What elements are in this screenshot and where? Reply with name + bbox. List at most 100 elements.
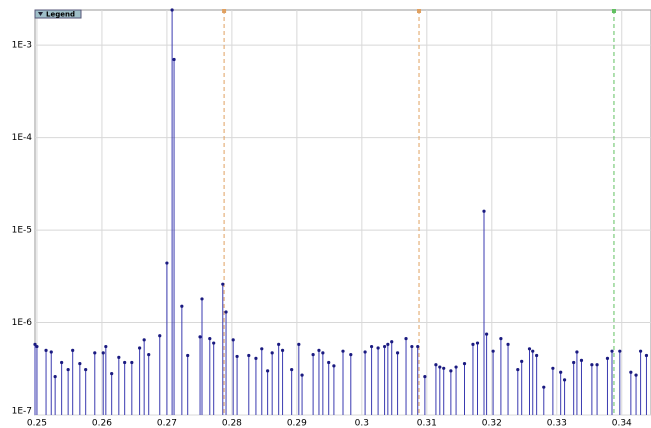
stem-marker xyxy=(404,337,408,341)
x-tick-label: 0.26 xyxy=(92,419,112,428)
stem-marker xyxy=(639,349,643,353)
marker-handle xyxy=(611,9,616,13)
stem-marker xyxy=(300,373,304,377)
stem-marker xyxy=(579,358,584,362)
stem-marker xyxy=(610,349,614,353)
plot-area xyxy=(34,9,651,416)
stem-marker xyxy=(247,353,251,358)
x-tick-label: 0.34 xyxy=(612,419,632,428)
stem-marker xyxy=(349,353,353,357)
stem-marker xyxy=(200,297,204,301)
stem-marker xyxy=(221,282,225,286)
x-tick-label: 0.27 xyxy=(157,419,177,428)
stem-marker xyxy=(254,356,258,360)
stem-marker xyxy=(297,342,301,347)
stem-marker xyxy=(49,350,53,354)
stem-marker xyxy=(572,360,576,365)
stem-marker xyxy=(198,335,202,339)
stem-marker xyxy=(376,346,380,350)
stem-marker xyxy=(260,347,264,351)
stem-marker xyxy=(224,310,228,314)
x-tick-label: 0.28 xyxy=(222,419,242,428)
stem-marker xyxy=(186,353,190,358)
stem-marker xyxy=(158,334,162,338)
stem-marker xyxy=(369,344,374,349)
stem-marker xyxy=(475,341,480,345)
stem-marker xyxy=(212,341,216,345)
stem-marker xyxy=(147,353,151,357)
stem-marker xyxy=(390,340,394,344)
stem-marker xyxy=(165,261,169,265)
stem-marker xyxy=(395,351,400,355)
stem-marker xyxy=(280,348,285,352)
stem-marker xyxy=(231,338,235,342)
stem-marker xyxy=(499,337,503,341)
stem-marker xyxy=(78,361,82,366)
stem-marker xyxy=(266,369,270,373)
stem-marker xyxy=(491,349,495,353)
stem-marker xyxy=(531,349,535,353)
stem-marker xyxy=(327,360,331,365)
legend-arrow xyxy=(38,12,43,16)
stem-marker xyxy=(629,370,633,374)
stem-marker xyxy=(110,372,114,376)
x-tick-label: 0.25 xyxy=(27,419,47,428)
stem-marker xyxy=(84,367,88,372)
stem-marker xyxy=(644,353,649,358)
y-tick-label: 1E-3 xyxy=(12,41,32,51)
y-tick-label: 1E-6 xyxy=(12,318,33,328)
stem-marker xyxy=(317,348,321,352)
stem-marker xyxy=(506,342,510,347)
stem-marker xyxy=(527,347,532,351)
stem-marker xyxy=(634,373,638,377)
stem-marker xyxy=(520,359,524,363)
stem-marker xyxy=(551,366,555,370)
stem-marker xyxy=(33,342,37,347)
stem-marker xyxy=(44,348,48,352)
x-tick-label: 0.29 xyxy=(287,419,307,428)
stem-marker xyxy=(341,349,345,353)
stem-marker xyxy=(363,350,367,354)
stem-marker xyxy=(180,304,184,308)
stem-marker xyxy=(71,348,75,352)
stem-marker xyxy=(53,375,57,379)
stem-marker xyxy=(516,367,520,372)
stem-marker xyxy=(101,351,105,355)
stem-marker xyxy=(170,8,174,12)
stem-marker xyxy=(172,57,176,62)
stem-marker xyxy=(562,378,567,382)
stem-marker xyxy=(454,365,458,369)
marker-handle xyxy=(222,9,227,13)
stem-marker xyxy=(270,351,274,355)
y-tick-label: 1E-7 xyxy=(12,407,32,417)
stem-marker xyxy=(559,370,563,374)
stem-marker xyxy=(575,350,579,354)
legend-button[interactable]: Legend xyxy=(34,9,82,19)
stem-marker xyxy=(332,364,336,368)
stem-marker xyxy=(442,366,446,370)
stem-marker xyxy=(138,346,142,350)
stem-marker xyxy=(542,385,546,389)
stem-marker xyxy=(382,344,387,349)
stem-marker xyxy=(535,353,539,358)
stem-marker xyxy=(321,351,325,355)
stem-marker xyxy=(485,332,489,336)
x-tick-label: 0.3 xyxy=(355,419,369,428)
stem-marker xyxy=(290,367,294,372)
x-tick-label: 0.32 xyxy=(482,419,502,428)
stem-marker xyxy=(416,344,420,349)
stem-marker xyxy=(423,375,427,379)
stem-marker xyxy=(386,342,390,347)
stem-marker xyxy=(60,360,64,365)
stem-marker xyxy=(130,360,134,365)
stem-marker xyxy=(104,344,108,349)
stem-marker xyxy=(66,367,70,372)
stem-marker xyxy=(434,363,438,367)
stem-marker xyxy=(605,356,610,360)
stem-marker xyxy=(117,355,121,359)
stem-marker xyxy=(471,342,475,347)
stem-marker xyxy=(618,349,622,353)
stem-marker xyxy=(208,337,212,341)
stem-marker xyxy=(595,363,599,367)
